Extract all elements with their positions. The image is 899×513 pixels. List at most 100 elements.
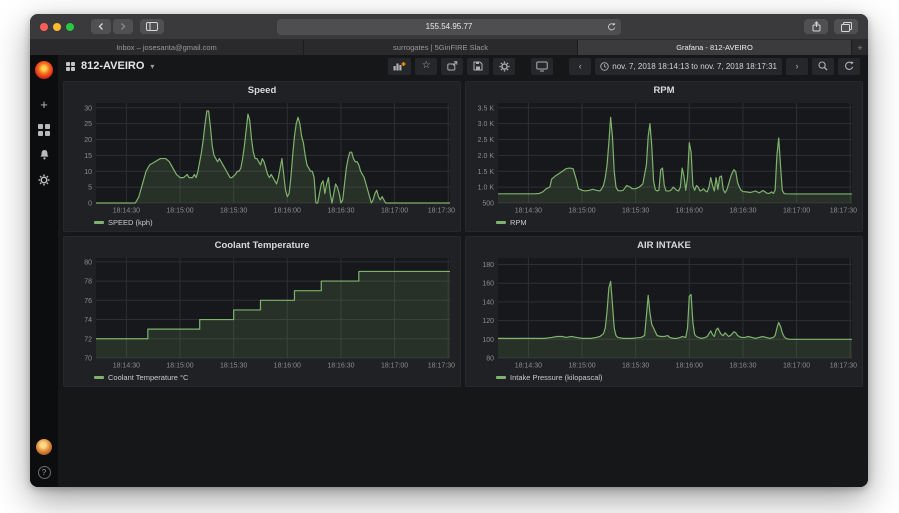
add-panel-button[interactable] [388,58,411,75]
panel-title[interactable]: Speed [68,83,456,98]
reload-button[interactable] [607,22,616,32]
svg-text:18:17:00: 18:17:00 [783,208,810,215]
tab-grafana[interactable]: Grafana - 812-AVEIRO [578,40,852,55]
time-range-button[interactable]: nov. 7, 2018 18:14:13 to nov. 7, 2018 18… [595,58,782,75]
legend-swatch [496,376,506,379]
chevron-left-icon [97,22,105,31]
svg-text:18:16:30: 18:16:30 [729,363,756,370]
share-dashboard-button[interactable] [441,58,463,75]
panel-title[interactable]: AIR INTAKE [470,238,858,253]
tab-title: Inbox – josesanta@gmail.com [116,43,217,52]
tab-slack[interactable]: surrogates | 5GinFIRE Slack [304,40,578,55]
zoom-out-button[interactable] [812,58,834,75]
svg-text:18:17:00: 18:17:00 [381,208,408,215]
svg-text:500: 500 [482,201,494,208]
legend: Intake Pressure (kilopascal) [470,371,858,384]
panel-air-intake[interactable]: AIR INTAKE 18:14:30 18:15:00 18:15:30 18:16… [465,236,863,387]
cycle-view-button[interactable] [531,58,553,75]
forward-button[interactable] [113,19,133,34]
svg-text:120: 120 [482,318,494,325]
svg-text:20: 20 [84,137,92,144]
svg-text:18:14:30: 18:14:30 [515,363,542,370]
close-window-button[interactable] [40,23,48,31]
legend: RPM [470,216,858,229]
time-forward-button[interactable]: › [786,58,808,75]
history-nav [91,19,133,34]
svg-text:100: 100 [482,337,494,344]
dashboard-title[interactable]: 812-AVEIRO [81,60,144,72]
user-avatar[interactable] [36,439,52,455]
dashboard-actions: ☆ ‹ [388,58,860,75]
svg-text:1.5 K: 1.5 K [478,169,495,176]
back-button[interactable] [91,19,111,34]
time-back-button[interactable]: ‹ [569,58,591,75]
reload-icon [607,22,616,32]
grafana-main: 812-AVEIRO ▾ ☆ [58,55,868,487]
zoom-window-button[interactable] [66,23,74,31]
panel-title[interactable]: RPM [470,83,858,98]
rpm-chart[interactable]: 18:14:3018:15:0018:15:3018:16:0018:16:30… [470,98,858,216]
speed-chart[interactable]: 18:14:3018:15:0018:15:3018:16:0018:16:30… [68,98,456,216]
share-button[interactable] [804,19,828,34]
export-icon [447,61,458,71]
svg-text:10: 10 [84,169,92,176]
toolbar-right [804,19,858,34]
grafana-logo-icon[interactable] [35,61,53,79]
chevron-down-icon[interactable]: ▾ [150,62,154,71]
tab-inbox[interactable]: Inbox – josesanta@gmail.com [30,40,304,55]
legend: SPEED (kph) [68,216,456,229]
window-controls [40,23,74,31]
dashboards-button[interactable] [37,123,51,137]
air-intake-chart[interactable]: 18:14:3018:15:0018:15:3018:16:0018:16:30… [470,253,858,371]
svg-text:18:14:30: 18:14:30 [113,363,140,370]
panel-title[interactable]: Coolant Temperature [68,238,456,253]
svg-text:25: 25 [84,121,92,128]
star-dashboard-button[interactable]: ☆ [415,58,437,75]
star-icon: ☆ [422,61,431,71]
browser-toolbar: 155.54.95.77 [30,14,868,40]
legend-label[interactable]: Coolant Temperature °C [108,373,188,382]
svg-text:18:15:00: 18:15:00 [568,363,595,370]
panel-coolant-temperature[interactable]: Coolant Temperature 18:14:30 18:15:00 18:1… [63,236,461,387]
legend-label[interactable]: Intake Pressure (kilopascal) [510,373,603,382]
refresh-button[interactable] [838,58,860,75]
url-text: 155.54.95.77 [426,22,473,31]
svg-text:18:15:00: 18:15:00 [166,208,193,215]
alerting-button[interactable] [37,148,51,162]
configuration-button[interactable] [37,173,51,187]
legend-label[interactable]: SPEED (kph) [108,218,153,227]
save-dashboard-button[interactable] [467,58,489,75]
minimize-window-button[interactable] [53,23,61,31]
svg-text:18:17:00: 18:17:00 [783,363,810,370]
svg-text:2.0 K: 2.0 K [478,153,495,160]
bell-icon [39,149,50,161]
svg-text:180: 180 [482,262,494,269]
coolant-temperature-chart[interactable]: 18:14:3018:15:0018:15:3018:16:0018:16:30… [68,253,456,371]
time-range-label: nov. 7, 2018 18:14:13 to nov. 7, 2018 18… [612,62,777,71]
legend-label[interactable]: RPM [510,218,527,227]
svg-text:18:17:30: 18:17:30 [428,363,455,370]
svg-text:18:16:30: 18:16:30 [327,363,354,370]
help-button[interactable]: ? [38,466,51,479]
tab-overview-button[interactable] [834,19,858,34]
panel-rpm[interactable]: RPM 18:14:3018:15:0018:15:3018:16:0018:1… [465,81,863,232]
svg-text:18:15:30: 18:15:30 [622,363,649,370]
svg-text:18:15:00: 18:15:00 [166,363,193,370]
sidebar-toggle-button[interactable] [140,19,164,34]
tab-title: Grafana - 812-AVEIRO [676,43,753,52]
svg-text:18:16:30: 18:16:30 [729,208,756,215]
create-button[interactable]: + [37,98,51,112]
tab-title: surrogates | 5GinFIRE Slack [393,43,488,52]
gear-icon [499,61,510,72]
chevron-right-icon [119,22,127,31]
svg-text:18:17:30: 18:17:30 [428,208,455,215]
save-icon [473,61,483,71]
svg-text:2.5 K: 2.5 K [478,137,495,144]
svg-text:18:17:30: 18:17:30 [830,363,857,370]
grafana-app: + ? 812-AVEIRO ▾ [30,55,868,487]
new-tab-button[interactable]: + [852,40,868,55]
dashboard-settings-button[interactable] [493,58,515,75]
address-bar[interactable]: 155.54.95.77 [277,19,621,35]
panel-speed[interactable]: Speed 18:14:3018:15:0018:15:3018:16:0018… [63,81,461,232]
legend-swatch [94,376,104,379]
